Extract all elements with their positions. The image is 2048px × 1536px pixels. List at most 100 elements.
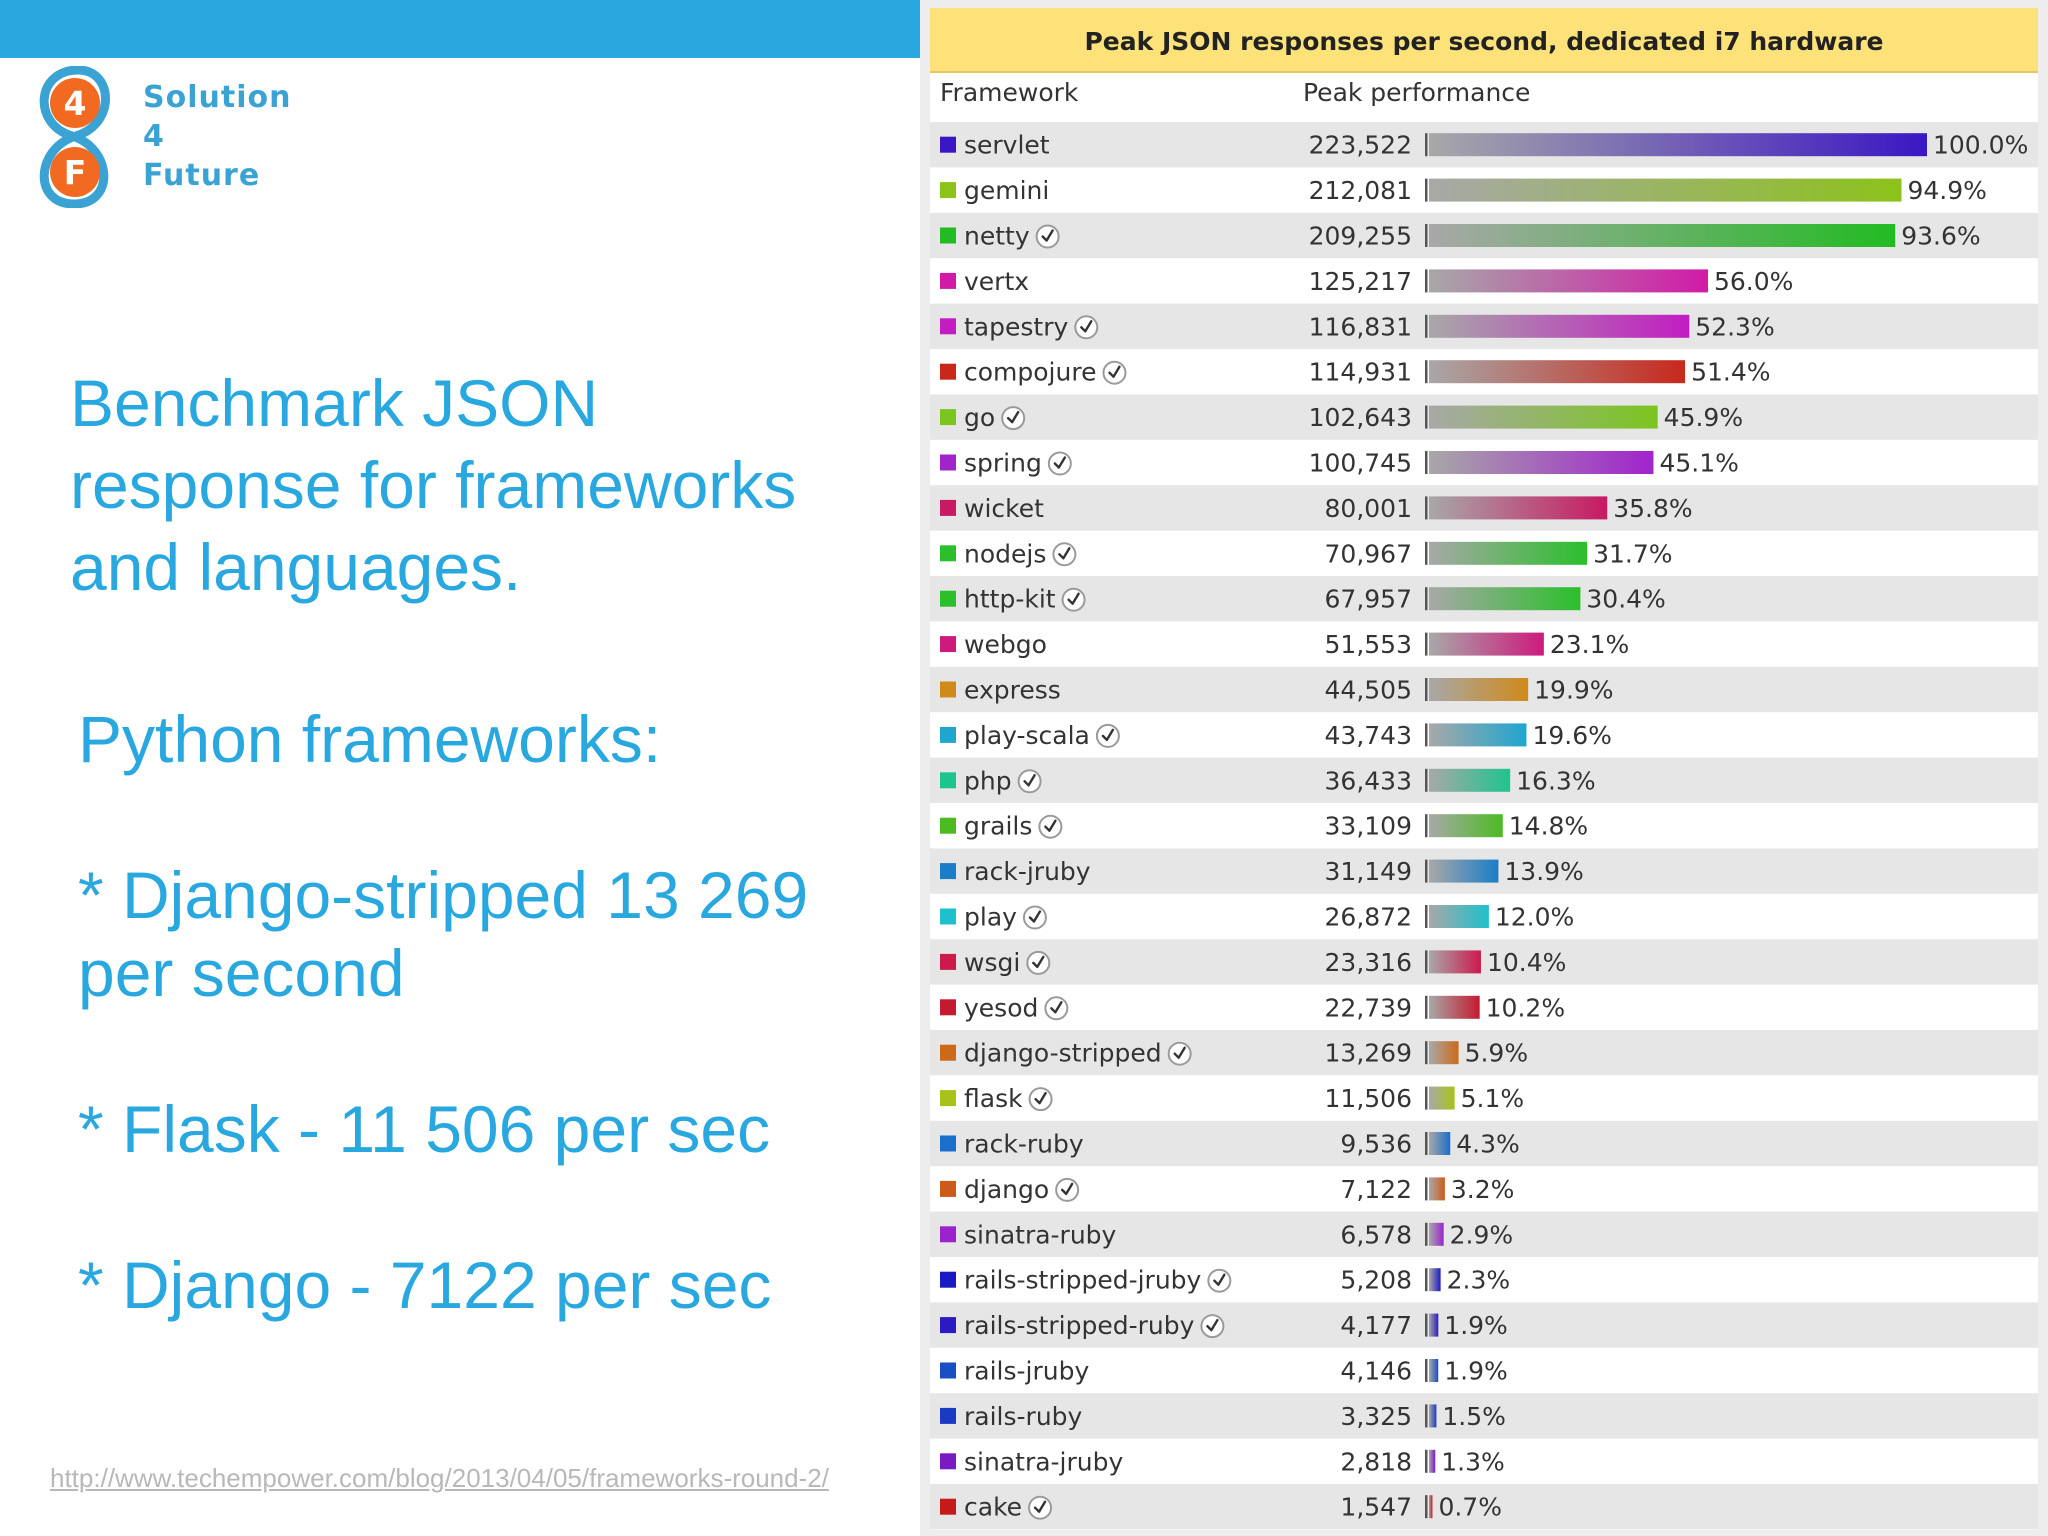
value-label: 7,122 xyxy=(1340,1175,1412,1204)
value-label: 212,081 xyxy=(1309,176,1412,205)
bar-axis-tick xyxy=(1425,1222,1428,1246)
framework-label: rails-stripped-jruby xyxy=(964,1266,1202,1295)
check-circle-icon xyxy=(1167,1041,1192,1066)
legend-swatch xyxy=(940,726,956,743)
bar-axis-tick xyxy=(1425,768,1428,792)
legend-swatch xyxy=(940,454,956,471)
value-label: 2,818 xyxy=(1340,1447,1412,1476)
check-circle-icon xyxy=(1207,1268,1232,1293)
check-circle-icon xyxy=(1022,905,1047,930)
bar xyxy=(1429,587,1581,611)
framework-label: nodejs xyxy=(964,539,1046,568)
framework-label: compojure xyxy=(964,358,1096,387)
bar-axis-tick xyxy=(1425,133,1428,157)
bar-axis-tick xyxy=(1425,814,1428,838)
percent-label: 23.1% xyxy=(1550,630,1629,659)
legend-swatch xyxy=(940,1044,956,1061)
legend-swatch xyxy=(940,545,956,562)
row-background xyxy=(930,1393,2038,1439)
percent-label: 31.7% xyxy=(1593,539,1672,568)
percent-label: 13.9% xyxy=(1504,857,1583,886)
percent-label: 2.9% xyxy=(1450,1220,1514,1249)
logo-badge-top: 4 xyxy=(64,84,87,123)
framework-label: http-kit xyxy=(964,585,1056,614)
bar xyxy=(1429,678,1529,701)
framework-label: gemini xyxy=(964,176,1049,205)
value-label: 36,433 xyxy=(1325,766,1412,795)
legend-swatch xyxy=(940,318,956,335)
framework-label: rack-ruby xyxy=(964,1130,1084,1159)
legend-swatch xyxy=(940,363,956,380)
percent-label: 93.6% xyxy=(1901,222,1980,251)
value-label: 51,553 xyxy=(1325,630,1412,659)
value-label: 23,316 xyxy=(1325,948,1412,977)
row-background xyxy=(930,1030,2038,1076)
row-background xyxy=(930,939,2038,985)
value-label: 43,743 xyxy=(1325,721,1412,750)
check-circle-icon xyxy=(1026,950,1051,975)
framework-label: rails-ruby xyxy=(964,1402,1083,1431)
bar-axis-tick xyxy=(1425,950,1428,974)
framework-label: netty xyxy=(964,222,1030,251)
value-label: 209,255 xyxy=(1309,222,1412,251)
framework-label: rack-jruby xyxy=(964,857,1091,886)
percent-label: 5.9% xyxy=(1465,1039,1529,1068)
percent-label: 1.3% xyxy=(1441,1447,1505,1476)
value-label: 13,269 xyxy=(1325,1039,1412,1068)
bar xyxy=(1429,1086,1455,1110)
bar-axis-tick xyxy=(1425,1449,1428,1473)
bar-axis-tick xyxy=(1425,905,1428,928)
benchmark-chart-panel: Peak JSON responses per second, dedicate… xyxy=(920,0,2048,1536)
bar-axis-tick xyxy=(1425,995,1428,1019)
framework-label: tapestry xyxy=(964,312,1068,341)
bar xyxy=(1429,768,1511,792)
check-circle-icon xyxy=(1055,1177,1080,1202)
benchmark-bar-chart: Peak JSON responses per second, dedicate… xyxy=(930,8,2038,1530)
logo-badge-bottom: F xyxy=(64,153,87,192)
bar-axis-tick xyxy=(1425,178,1428,202)
percent-label: 1.9% xyxy=(1444,1311,1508,1340)
legend-swatch xyxy=(940,772,956,789)
framework-label: express xyxy=(964,676,1061,705)
percent-label: 0.7% xyxy=(1438,1493,1502,1522)
bar-axis-tick xyxy=(1425,360,1428,384)
legend-swatch xyxy=(940,636,956,653)
check-circle-icon xyxy=(1028,1495,1053,1520)
value-label: 70,967 xyxy=(1325,539,1412,568)
legend-swatch xyxy=(940,1317,956,1334)
bar xyxy=(1429,950,1481,974)
solution4future-logo: 4 F xyxy=(39,66,110,208)
bar-axis-tick xyxy=(1425,1177,1428,1201)
percent-label: 1.9% xyxy=(1444,1357,1508,1386)
legend-swatch xyxy=(940,227,956,244)
python-frameworks-heading: Python frameworks: xyxy=(78,702,662,776)
row-background xyxy=(930,1484,2038,1530)
bar xyxy=(1429,133,1927,157)
logo-line-2: 4 xyxy=(143,119,165,154)
check-circle-icon xyxy=(1035,224,1060,249)
bar xyxy=(1429,1132,1451,1155)
bar-axis-tick xyxy=(1425,269,1428,293)
bar xyxy=(1429,814,1503,838)
framework-label: vertx xyxy=(964,267,1029,296)
source-link[interactable]: http://www.techempower.com/blog/2013/04/… xyxy=(50,1463,829,1493)
bar-axis-tick xyxy=(1425,314,1428,338)
check-circle-icon xyxy=(1044,996,1069,1021)
bar xyxy=(1429,995,1480,1019)
bar-axis-tick xyxy=(1425,1041,1428,1065)
chart-title: Peak JSON responses per second, dedicate… xyxy=(1084,27,1883,56)
chart-rows: servlet 223,522 100.0% gemini 212,081 94.9% ne… xyxy=(930,122,2038,1530)
value-label: 125,217 xyxy=(1309,267,1412,296)
framework-label: webgo xyxy=(964,630,1047,659)
bar xyxy=(1429,905,1489,928)
value-label: 102,643 xyxy=(1309,403,1412,432)
legend-swatch xyxy=(940,1498,956,1515)
bar xyxy=(1429,405,1658,429)
point-django: * Django - 7122 per sec xyxy=(78,1248,772,1322)
bar-axis-tick xyxy=(1425,1404,1428,1428)
slide-body: Python frameworks: * Django-stripped 13 … xyxy=(78,700,898,1324)
percent-label: 14.8% xyxy=(1509,812,1588,841)
legend-swatch xyxy=(940,1226,956,1243)
framework-label: django-stripped xyxy=(964,1039,1162,1068)
percent-label: 12.0% xyxy=(1495,903,1574,932)
